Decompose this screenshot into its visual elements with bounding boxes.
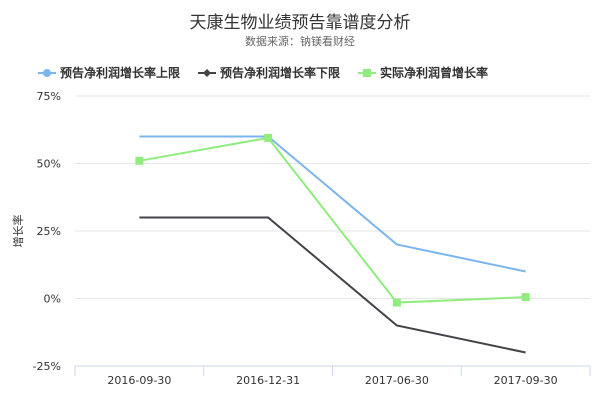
legend-label-upper: 预告净利润增长率上限 bbox=[60, 66, 181, 80]
series-line-1 bbox=[139, 135, 526, 273]
series-3-point[interactable] bbox=[135, 156, 144, 165]
series-layer bbox=[135, 133, 530, 354]
chart-legend: 预告净利润增长率上限 预告净利润增长率下限 实际净利润曾增长率 bbox=[38, 64, 506, 81]
x-tick-label: 2016-09-30 bbox=[107, 374, 171, 387]
legend-marker-actual bbox=[358, 68, 377, 77]
y-tick-label: 50% bbox=[37, 158, 61, 171]
series-line-2 bbox=[139, 216, 526, 354]
chart-title: 天康生物业绩预告靠谱度分析 bbox=[189, 13, 411, 33]
y-tick-label: 75% bbox=[37, 90, 61, 103]
x-tick-label: 2017-09-30 bbox=[494, 374, 558, 387]
legend-marker-upper bbox=[38, 68, 56, 77]
legend-marker-lower bbox=[198, 68, 217, 77]
series-3-point[interactable] bbox=[521, 293, 530, 302]
legend-item-actual[interactable]: 实际净利润曾增长率 bbox=[358, 64, 488, 81]
series-3-point[interactable] bbox=[264, 133, 273, 142]
y-tick-label: 25% bbox=[37, 225, 61, 238]
y-tick-label: -25% bbox=[33, 360, 61, 373]
y-tick-label: 0% bbox=[44, 293, 61, 306]
x-tick-label: 2017-06-30 bbox=[365, 374, 429, 387]
legend-item-upper[interactable]: 预告净利润增长率上限 bbox=[38, 64, 180, 81]
legend-label-actual: 实际净利润曾增长率 bbox=[380, 66, 489, 80]
chart-subtitle: 数据来源：钠镁看财经 bbox=[245, 35, 355, 48]
series-line-3 bbox=[139, 136, 526, 304]
series-3-point[interactable] bbox=[392, 298, 401, 307]
y-axis-label: 增长率 bbox=[11, 215, 25, 248]
x-tick-label: 2016-12-31 bbox=[236, 374, 300, 387]
legend-item-lower[interactable]: 预告净利润增长率下限 bbox=[198, 64, 340, 81]
legend-label-lower: 预告净利润增长率下限 bbox=[220, 66, 341, 80]
axis-layer: 75% 50% 25% 0% -25% 2016-09-30 2016-12-31 2017-… bbox=[33, 90, 591, 387]
